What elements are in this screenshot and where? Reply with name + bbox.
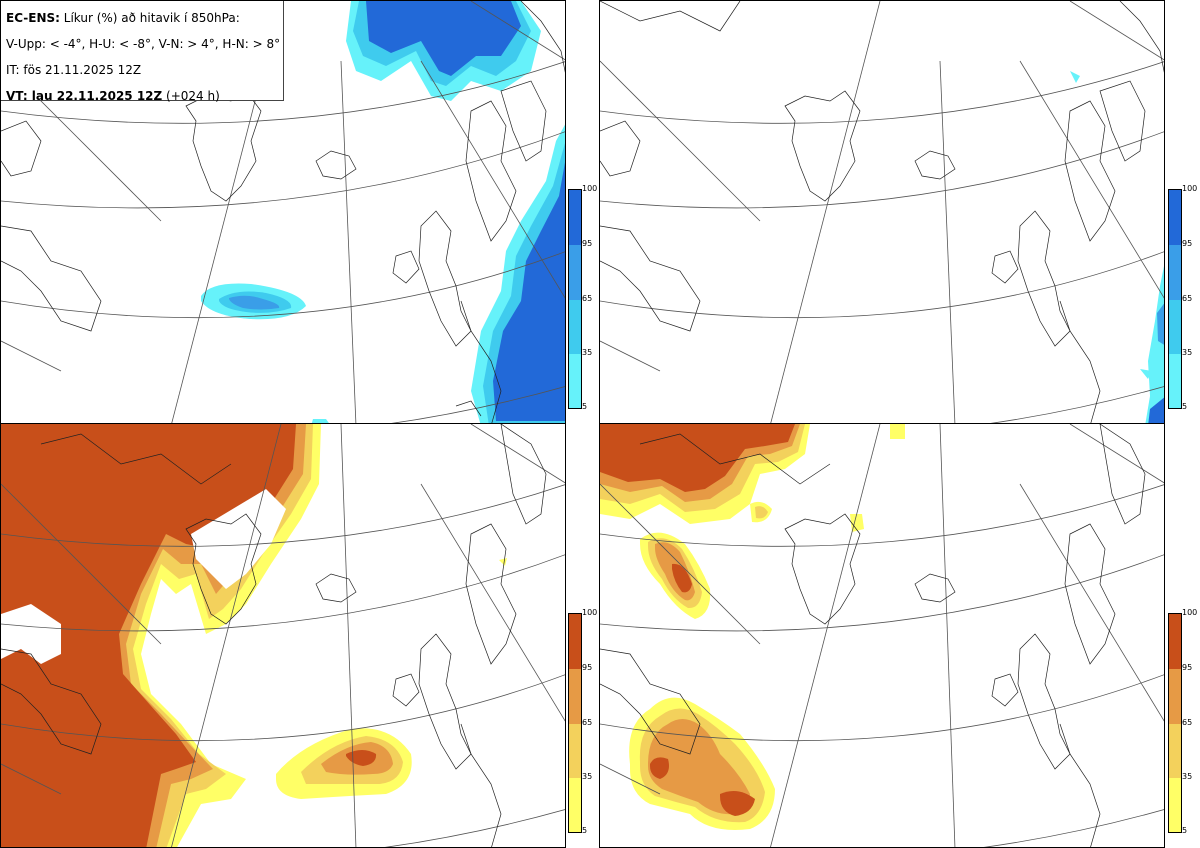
map-panel-v-n [0, 423, 566, 848]
graticule [1, 424, 565, 847]
colorbar-band-95-100 [1169, 190, 1181, 245]
info-thresholds: V-Upp: < -4°, H-U: < -8°, V-N: > 4°, H-N… [6, 37, 281, 51]
tick-label: 35 [582, 772, 593, 781]
map-panel-h-u [599, 0, 1165, 425]
colorbar-band-95-100 [569, 614, 581, 669]
map-panel-v-upp: EC-ENS: Líkur (%) að hitavik í 850hPa: V… [0, 0, 566, 425]
colorbar-band-35-65 [569, 724, 581, 778]
colorbar-warm-right [1168, 613, 1182, 833]
map-h-n [600, 424, 1164, 847]
colorbar-band-35-65 [569, 300, 581, 354]
tick-label: 95 [1182, 239, 1193, 248]
info-title: EC-ENS: Líkur (%) að hitavik í 850hPa: [6, 11, 240, 25]
colorbar-band-65-95 [569, 245, 581, 300]
colorbar-band-65-95 [569, 669, 581, 724]
colorbar-band-95-100 [569, 190, 581, 245]
tick-label: 5 [1182, 826, 1188, 835]
map-v-upp [1, 1, 565, 424]
coastlines [1, 424, 547, 847]
tick-label: 65 [1182, 294, 1193, 303]
graticule [600, 1, 1164, 424]
legend-info-box: EC-ENS: Líkur (%) að hitavik í 850hPa: V… [1, 1, 284, 103]
tick-label: 95 [1182, 663, 1193, 672]
tick-label: 100 [1182, 184, 1198, 193]
probability-shading [1, 424, 507, 847]
tick-label: 5 [582, 826, 588, 835]
tick-label: 95 [582, 663, 593, 672]
tick-label: 65 [582, 294, 593, 303]
info-initial-time: IT: fös 21.11.2025 12Z [6, 63, 142, 77]
colorbar-band-5-35 [1169, 778, 1181, 832]
tick-label: 5 [582, 402, 588, 411]
coastlines [600, 1, 1164, 424]
map-h-u [600, 1, 1164, 424]
colorbar-cold-left [568, 189, 582, 409]
colorbar-band-35-65 [1169, 724, 1181, 778]
info-valid-time: VT: lau 22.11.2025 12Z (+024 h) [6, 89, 220, 103]
tick-label: 35 [1182, 348, 1193, 357]
probability-shading [1070, 71, 1164, 424]
tick-label: 65 [1182, 718, 1193, 727]
probability-shading [201, 1, 565, 424]
tick-label: 35 [582, 348, 593, 357]
tick-label: 65 [582, 718, 593, 727]
colorbar-band-5-35 [569, 778, 581, 832]
colorbar-band-5-35 [1169, 354, 1181, 408]
coastlines [600, 424, 1146, 847]
map-v-n [1, 424, 565, 847]
tick-label: 95 [582, 239, 593, 248]
colorbar-band-5-35 [569, 354, 581, 408]
tick-label: 35 [1182, 772, 1193, 781]
colorbar-band-65-95 [1169, 669, 1181, 724]
colorbar-band-35-65 [1169, 300, 1181, 354]
graticule [600, 424, 1164, 847]
tick-label: 5 [1182, 402, 1188, 411]
tick-label: 100 [582, 184, 598, 193]
colorbar-warm-left [568, 613, 582, 833]
colorbar-band-65-95 [1169, 245, 1181, 300]
map-panel-h-n [599, 423, 1165, 848]
colorbar-cold-right [1168, 189, 1182, 409]
probability-shading [600, 424, 905, 830]
tick-label: 100 [1182, 608, 1198, 617]
coastlines [1, 1, 565, 424]
colorbar-band-95-100 [1169, 614, 1181, 669]
tick-label: 100 [582, 608, 598, 617]
